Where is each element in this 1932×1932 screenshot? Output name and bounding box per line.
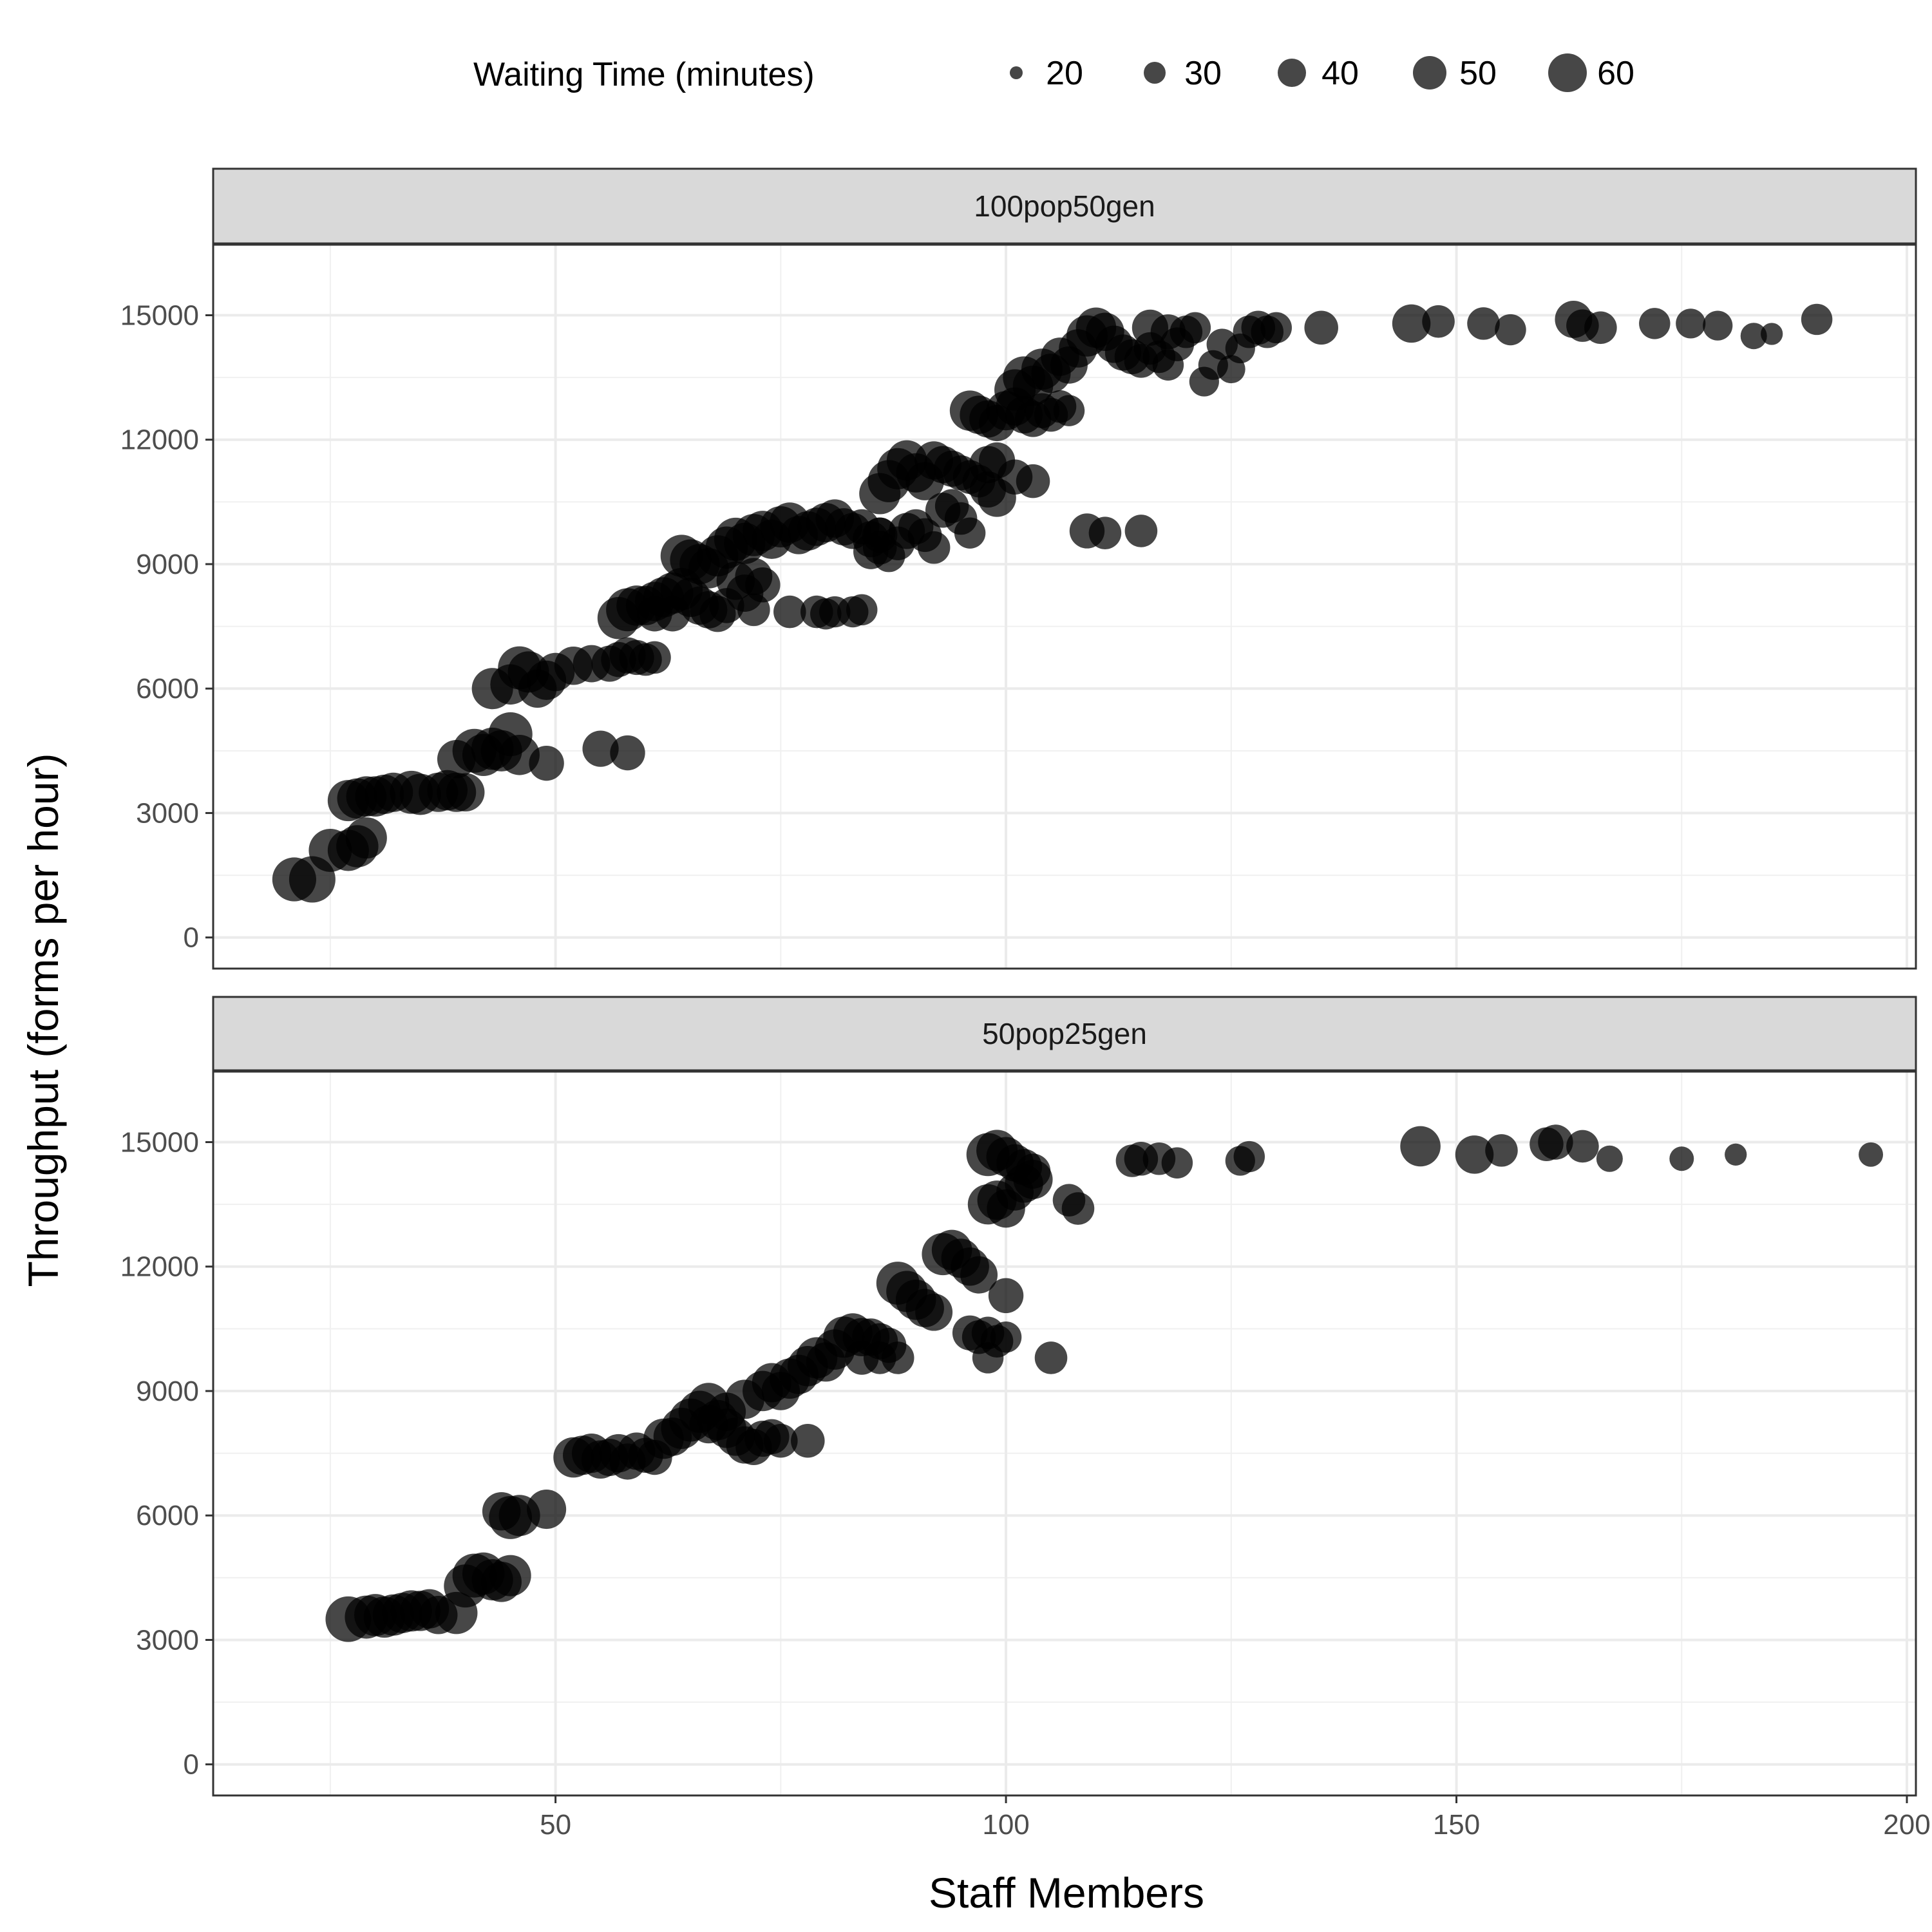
data-point — [489, 1555, 531, 1596]
legend-key-symbol — [1010, 66, 1023, 79]
y-tick-label: 6000 — [136, 1500, 199, 1531]
data-point — [1639, 308, 1671, 339]
y-tick-label: 3000 — [136, 1624, 199, 1656]
data-point — [737, 593, 770, 627]
data-point — [1015, 1153, 1051, 1189]
data-point — [1088, 516, 1122, 549]
data-point — [1467, 307, 1500, 340]
panel-border — [212, 1070, 1917, 1797]
data-point — [1725, 1143, 1747, 1166]
data-point — [1485, 1134, 1518, 1167]
data-point — [1669, 1146, 1694, 1171]
data-point — [917, 531, 951, 564]
y-tick-label: 3000 — [136, 797, 199, 829]
panel-50pop25gen: 50pop25gen 0 3000 6000 9000 12000 15000 50 100 15… — [120, 996, 1931, 1841]
data-point — [864, 517, 896, 549]
y-tick-label: 0 — [184, 922, 199, 954]
data-point — [1566, 1130, 1599, 1163]
data-point — [1304, 310, 1338, 345]
legend-title: Waiting Time (minutes) — [473, 56, 815, 93]
data-point — [1233, 1141, 1265, 1173]
data-point — [915, 1293, 953, 1331]
x-axis-label: Staff Members — [929, 1869, 1204, 1917]
data-point — [1053, 395, 1085, 426]
data-point — [582, 730, 619, 767]
data-point — [1455, 1135, 1494, 1174]
data-point — [1859, 1142, 1884, 1167]
y-axis-label: Throughput (forms per hour) — [19, 753, 67, 1287]
y-tick-label: 15000 — [120, 300, 199, 332]
legend-key-label: 50 — [1459, 55, 1497, 92]
plot-background — [213, 1072, 1916, 1795]
x-tick-label: 200 — [1883, 1809, 1930, 1841]
facet-strip — [212, 996, 1917, 1072]
legend-key-label: 30 — [1184, 55, 1222, 92]
facet-strip — [212, 167, 1917, 245]
data-point — [1016, 464, 1050, 498]
data-point — [1061, 1192, 1095, 1225]
legend-key-symbol — [1278, 59, 1306, 87]
points — [325, 1124, 1884, 1642]
data-point — [1596, 1145, 1623, 1172]
facet-strip-label: 50pop25gen — [982, 1017, 1147, 1050]
panel-100pop50gen: 100pop50gen 0 3000 6000 9000 12000 15000 — [120, 167, 1917, 970]
data-point — [988, 1278, 1024, 1314]
data-point — [764, 1424, 798, 1458]
panel-border — [212, 243, 1917, 970]
legend-key-symbol — [1144, 62, 1166, 84]
data-point — [791, 1424, 825, 1458]
data-point — [1260, 312, 1292, 344]
data-point — [1761, 323, 1783, 345]
data-point — [655, 596, 690, 632]
data-point — [1179, 312, 1211, 344]
data-point — [1538, 1124, 1573, 1160]
data-point — [529, 745, 564, 781]
data-point — [1161, 1147, 1193, 1179]
data-point — [1495, 314, 1526, 346]
data-point — [1703, 310, 1733, 341]
data-point — [446, 773, 485, 812]
y-tick-label: 12000 — [120, 1251, 199, 1283]
facet-strip-label: 100pop50gen — [974, 189, 1155, 223]
data-point — [1392, 304, 1431, 343]
legend: Waiting Time (minutes) 20 30 40 50 60 — [473, 53, 1634, 93]
data-point — [1584, 311, 1617, 345]
data-point — [1400, 1126, 1441, 1167]
y-tick-label: 0 — [184, 1749, 199, 1781]
data-point — [990, 1321, 1022, 1353]
x-tick-label: 50 — [540, 1809, 571, 1841]
data-point — [1801, 303, 1833, 336]
data-point — [972, 1342, 1004, 1374]
data-point — [846, 594, 878, 626]
data-point — [1034, 1341, 1068, 1374]
y-tick-label: 9000 — [136, 1376, 199, 1407]
data-point — [638, 641, 671, 674]
y-tick-label: 12000 — [120, 424, 199, 456]
data-point — [773, 595, 806, 629]
y-tick-label: 15000 — [120, 1127, 199, 1159]
points — [272, 301, 1833, 903]
data-point — [1740, 323, 1767, 350]
data-point — [1676, 308, 1706, 339]
x-tick-label: 100 — [982, 1809, 1029, 1841]
data-point — [954, 517, 986, 549]
x-tick-label: 150 — [1433, 1809, 1480, 1841]
legend-key-label: 60 — [1597, 55, 1634, 92]
legend-key-label: 40 — [1321, 55, 1359, 92]
legend-key-symbol — [1413, 56, 1446, 90]
data-point — [1124, 515, 1158, 547]
legend-key-label: 20 — [1046, 55, 1083, 92]
y-tick-label: 6000 — [136, 673, 199, 705]
data-point — [345, 817, 387, 859]
legend-keys: 20 30 40 50 60 — [1010, 53, 1634, 92]
data-point — [1422, 305, 1455, 338]
data-point — [881, 1341, 914, 1374]
data-point — [610, 735, 645, 771]
data-point — [527, 1490, 567, 1530]
data-point — [960, 1256, 998, 1294]
legend-key-symbol — [1548, 53, 1587, 92]
y-tick-label: 9000 — [136, 549, 199, 580]
